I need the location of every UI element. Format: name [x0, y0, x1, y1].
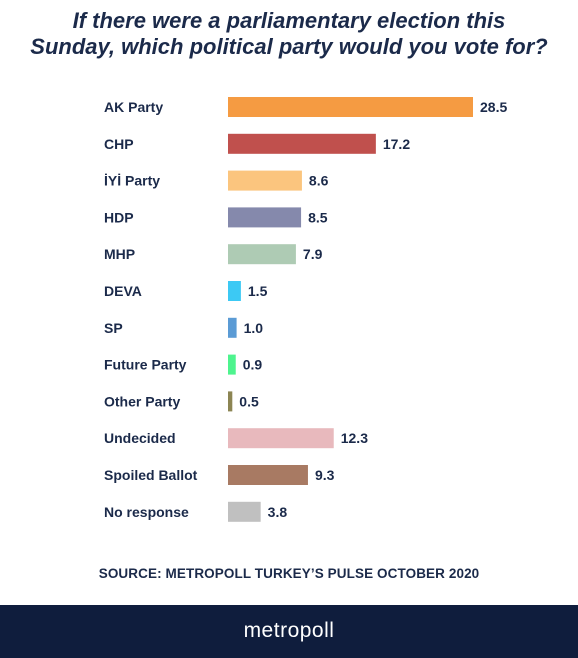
bar — [228, 97, 473, 117]
value-label: 1.5 — [248, 283, 268, 299]
bar — [228, 317, 237, 338]
bar-row: HDP 8.5 — [104, 207, 328, 228]
category-label: Undecided — [104, 430, 176, 446]
value-label: 17.2 — [383, 136, 410, 152]
bar-row: CHP 17.2 — [104, 133, 410, 154]
chart-title-line-2: Sunday, which political party would you … — [30, 34, 548, 59]
value-label: 1.0 — [244, 320, 264, 336]
bar-chart: AK Party 28.5 CHP 17.2 İYİ Party 8.6 HDP 8.5 MHP… — [104, 97, 507, 522]
category-label: Spoiled Ballot — [104, 467, 198, 483]
category-label: MHP — [104, 246, 135, 262]
chart-title-line-1: If there were a parliamentary election t… — [72, 8, 506, 33]
category-label: HDP — [104, 209, 134, 225]
category-label: CHP — [104, 136, 134, 152]
category-label: Other Party — [104, 393, 180, 409]
bar-row: Undecided 12.3 — [104, 428, 368, 449]
bar-row: Future Party 0.9 — [104, 354, 263, 375]
value-label: 0.9 — [243, 357, 263, 373]
value-label: 3.8 — [268, 504, 288, 520]
value-label: 12.3 — [341, 430, 368, 446]
bar — [228, 465, 308, 485]
bar-row: MHP 7.9 — [104, 244, 323, 265]
bar-row: AK Party 28.5 — [104, 97, 507, 117]
value-label: 0.5 — [239, 393, 259, 409]
bar-row: Other Party 0.5 — [104, 391, 259, 412]
category-label: İYİ Party — [104, 173, 160, 189]
bar-row: İYİ Party 8.6 — [104, 170, 329, 191]
bar — [228, 170, 302, 191]
bar — [228, 391, 233, 412]
value-label: 8.6 — [309, 173, 329, 189]
value-label: 8.5 — [308, 209, 328, 225]
bar — [228, 281, 241, 301]
value-label: 9.3 — [315, 467, 335, 483]
bar — [228, 133, 376, 154]
category-label: No response — [104, 504, 189, 520]
bar-row: DEVA 1.5 — [104, 281, 268, 301]
category-label: AK Party — [104, 99, 163, 115]
category-label: Future Party — [104, 357, 187, 373]
source-note: SOURCE: METROPOLL TURKEY’S PULSE OCTOBER… — [98, 566, 480, 581]
bar-row: SP 1.0 — [104, 317, 264, 338]
brand-logo: metropoll — [243, 619, 335, 642]
bar — [228, 207, 302, 228]
footer-bar: metropoll — [0, 605, 578, 658]
chart-title: If there were a parliamentary election t… — [0, 8, 578, 60]
bar — [228, 501, 261, 522]
bar-row: No response 3.8 — [104, 501, 288, 522]
bar — [228, 354, 236, 375]
category-label: SP — [104, 320, 123, 336]
value-label: 28.5 — [480, 99, 507, 115]
category-label: DEVA — [104, 283, 142, 299]
bar — [228, 244, 296, 265]
bar-row: Spoiled Ballot 9.3 — [104, 465, 335, 485]
bar — [228, 428, 334, 449]
value-label: 7.9 — [303, 246, 323, 262]
